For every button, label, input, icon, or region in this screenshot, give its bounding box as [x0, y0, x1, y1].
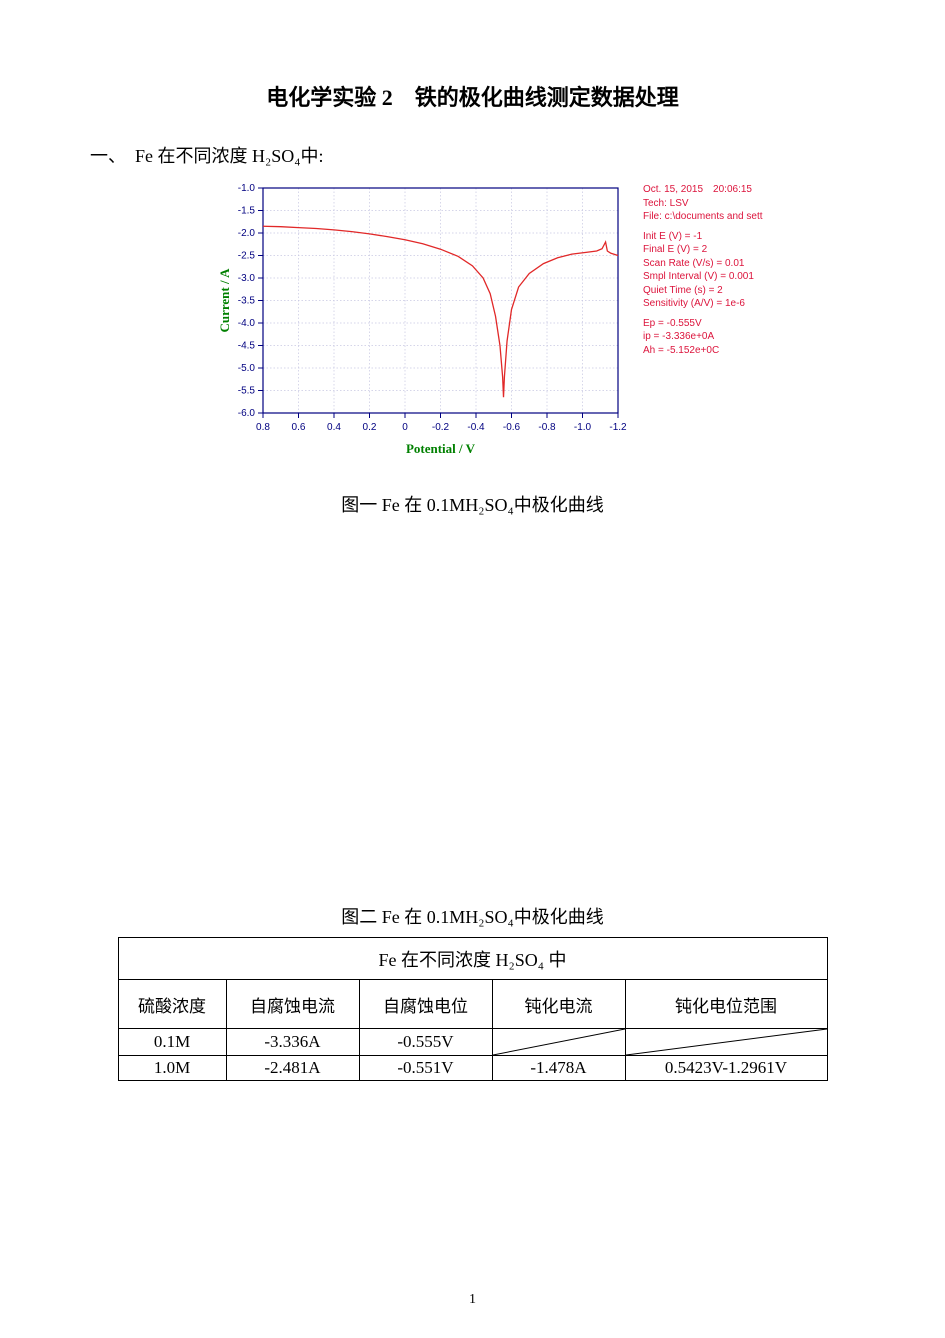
table-row: 0.1M-3.336A-0.555V — [118, 1029, 827, 1056]
svg-text:-0.2: -0.2 — [432, 422, 450, 433]
chart-svg: 0.8 0.6 0.4 0.2 0 -0.2 -0.4 -0.6 -0.8 -1.0 -1.2 -1.… — [215, 180, 635, 470]
table-cell: 1.0M — [118, 1056, 226, 1081]
chart-metadata: Oct. 15, 2015 20:06:15Tech: LSVFile: c:\… — [643, 183, 763, 475]
svg-text:0.6: 0.6 — [292, 422, 306, 433]
svg-text:-6.0: -6.0 — [238, 408, 256, 419]
svg-text:0.4: 0.4 — [327, 422, 341, 433]
svg-text:-4.5: -4.5 — [238, 341, 256, 352]
figure-2-caption: 图二 Fe 在 0.1MH₂SO₄中极化曲线 — [90, 903, 855, 929]
svg-text:Potential / V: Potential / V — [406, 441, 476, 456]
meta-line: Scan Rate (V/s) = 0.01 — [643, 257, 763, 271]
table-col-header: 自腐蚀电流 — [226, 980, 359, 1029]
table-cell — [492, 1029, 625, 1056]
svg-text:-3.0: -3.0 — [238, 273, 256, 284]
svg-text:0: 0 — [402, 422, 408, 433]
svg-text:0.2: 0.2 — [363, 422, 377, 433]
meta-line: File: c:\documents and sett — [643, 210, 763, 224]
table-header: Fe 在不同浓度 H₂SO₄ 中 — [118, 938, 827, 980]
meta-line: Tech: LSV — [643, 197, 763, 211]
table-col-header: 自腐蚀电位 — [359, 980, 492, 1029]
figure-1-caption: 图一 Fe 在 0.1MH₂SO₄中极化曲线 — [90, 491, 855, 517]
svg-text:-5.0: -5.0 — [238, 363, 256, 374]
svg-text:-2.0: -2.0 — [238, 228, 256, 239]
svg-text:-0.6: -0.6 — [503, 422, 521, 433]
page-number: 1 — [0, 1292, 945, 1308]
table-cell: -2.481A — [226, 1056, 359, 1081]
table-cell: -1.478A — [492, 1056, 625, 1081]
table-cell — [625, 1029, 827, 1056]
svg-text:Current / A: Current / A — [217, 268, 232, 333]
table-cell: -0.555V — [359, 1029, 492, 1056]
meta-line: Final E (V) = 2 — [643, 243, 763, 257]
meta-line: Smpl Interval (V) = 0.001 — [643, 270, 763, 284]
svg-text:-1.2: -1.2 — [609, 422, 627, 433]
table-col-header: 硫酸浓度 — [118, 980, 226, 1029]
meta-line: Ah = -5.152e+0C — [643, 344, 763, 358]
table-cell: -0.551V — [359, 1056, 492, 1081]
svg-text:-4.0: -4.0 — [238, 318, 256, 329]
table-cell: 0.5423V-1.2961V — [625, 1056, 827, 1081]
section-1-heading: 一、 Fe 在不同浓度 H₂SO₄中: — [90, 142, 855, 168]
svg-text:-3.5: -3.5 — [238, 296, 256, 307]
polarization-chart: 0.8 0.6 0.4 0.2 0 -0.2 -0.4 -0.6 -0.8 -1.0 -1.2 -1.… — [215, 180, 635, 475]
svg-text:-0.8: -0.8 — [538, 422, 556, 433]
chart-block: 0.8 0.6 0.4 0.2 0 -0.2 -0.4 -0.6 -0.8 -1.0 -1.2 -1.… — [215, 180, 855, 475]
meta-line: Sensitivity (A/V) = 1e-6 — [643, 297, 763, 311]
table-row: 1.0M-2.481A-0.551V-1.478A0.5423V-1.2961V — [118, 1056, 827, 1081]
table-cell: -3.336A — [226, 1029, 359, 1056]
svg-text:-5.5: -5.5 — [238, 386, 256, 397]
table-cell: 0.1M — [118, 1029, 226, 1056]
page-title: 电化学实验 2 铁的极化曲线测定数据处理 — [90, 80, 855, 112]
table-col-header: 钝化电流 — [492, 980, 625, 1029]
svg-text:-1.0: -1.0 — [238, 183, 256, 194]
meta-line: Init E (V) = -1 — [643, 230, 763, 244]
svg-text:0.8: 0.8 — [256, 422, 270, 433]
table-col-header: 钝化电位范围 — [625, 980, 827, 1029]
svg-text:-1.5: -1.5 — [238, 206, 256, 217]
svg-text:-2.5: -2.5 — [238, 251, 256, 262]
meta-line: ip = -3.336e+0A — [643, 330, 763, 344]
svg-text:-0.4: -0.4 — [467, 422, 485, 433]
svg-text:-1.0: -1.0 — [574, 422, 592, 433]
meta-line: Quiet Time (s) = 2 — [643, 284, 763, 298]
data-table: Fe 在不同浓度 H₂SO₄ 中 硫酸浓度自腐蚀电流自腐蚀电位钝化电流钝化电位范… — [118, 937, 828, 1081]
meta-line: Ep = -0.555V — [643, 317, 763, 331]
meta-line: Oct. 15, 2015 20:06:15 — [643, 183, 763, 197]
